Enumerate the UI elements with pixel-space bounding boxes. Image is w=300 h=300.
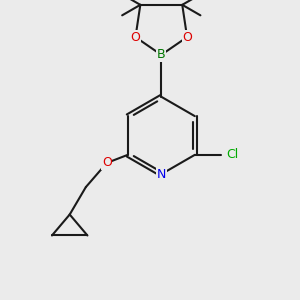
Text: Cl: Cl (226, 148, 238, 161)
Text: B: B (157, 48, 166, 61)
Text: O: O (130, 31, 140, 44)
Text: O: O (102, 156, 112, 170)
Text: O: O (182, 31, 192, 44)
Text: N: N (157, 168, 166, 181)
